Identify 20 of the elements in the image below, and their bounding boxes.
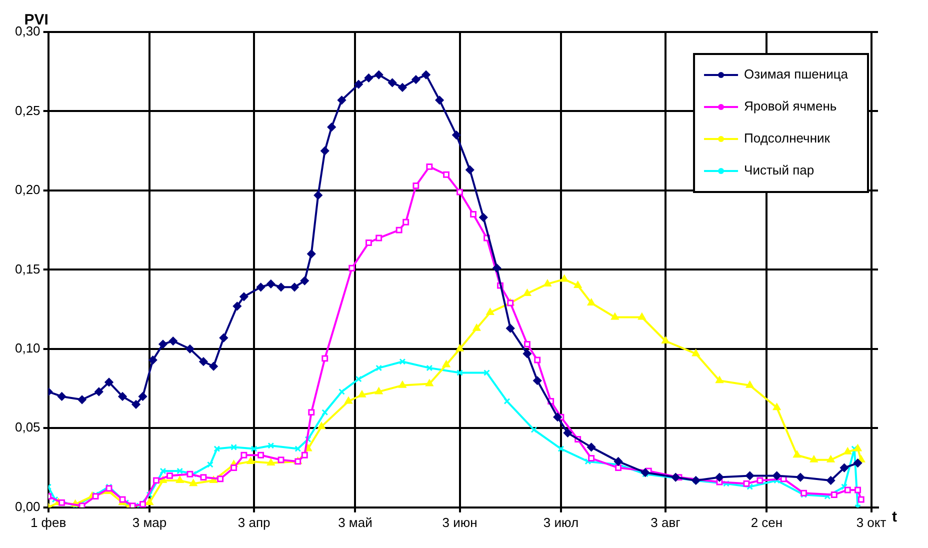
x-tick-label: 3 авг — [650, 514, 681, 530]
x-tick-label: 3 май — [338, 514, 372, 530]
x-tick-label: 3 мар — [132, 514, 167, 530]
x-tick-label: 3 окт — [856, 514, 886, 530]
y-tick-label: 0,10 — [14, 340, 40, 356]
legend-label: Чистый пар — [744, 162, 814, 178]
x-tick-label: 2 сен — [750, 514, 783, 530]
x-tick-label: 3 апр — [238, 514, 270, 530]
x-tick-label: 1 фев — [30, 514, 66, 530]
y-tick-label: 0,05 — [14, 420, 40, 435]
y-tick-label: 0,00 — [14, 498, 40, 514]
legend-label: Подсолнечник — [744, 130, 830, 146]
x-axis-title: t — [892, 508, 897, 526]
legend-label: Яровой ячмень — [744, 98, 837, 114]
y-tick-label: 0,15 — [14, 261, 40, 276]
x-tick-label: 3 июл — [543, 514, 579, 530]
legend-label: Озимая пшеница — [744, 66, 849, 82]
y-tick-label: 0,25 — [14, 102, 40, 118]
y-tick-label: 0,20 — [14, 182, 40, 198]
x-tick-label: 3 июн — [442, 514, 478, 530]
